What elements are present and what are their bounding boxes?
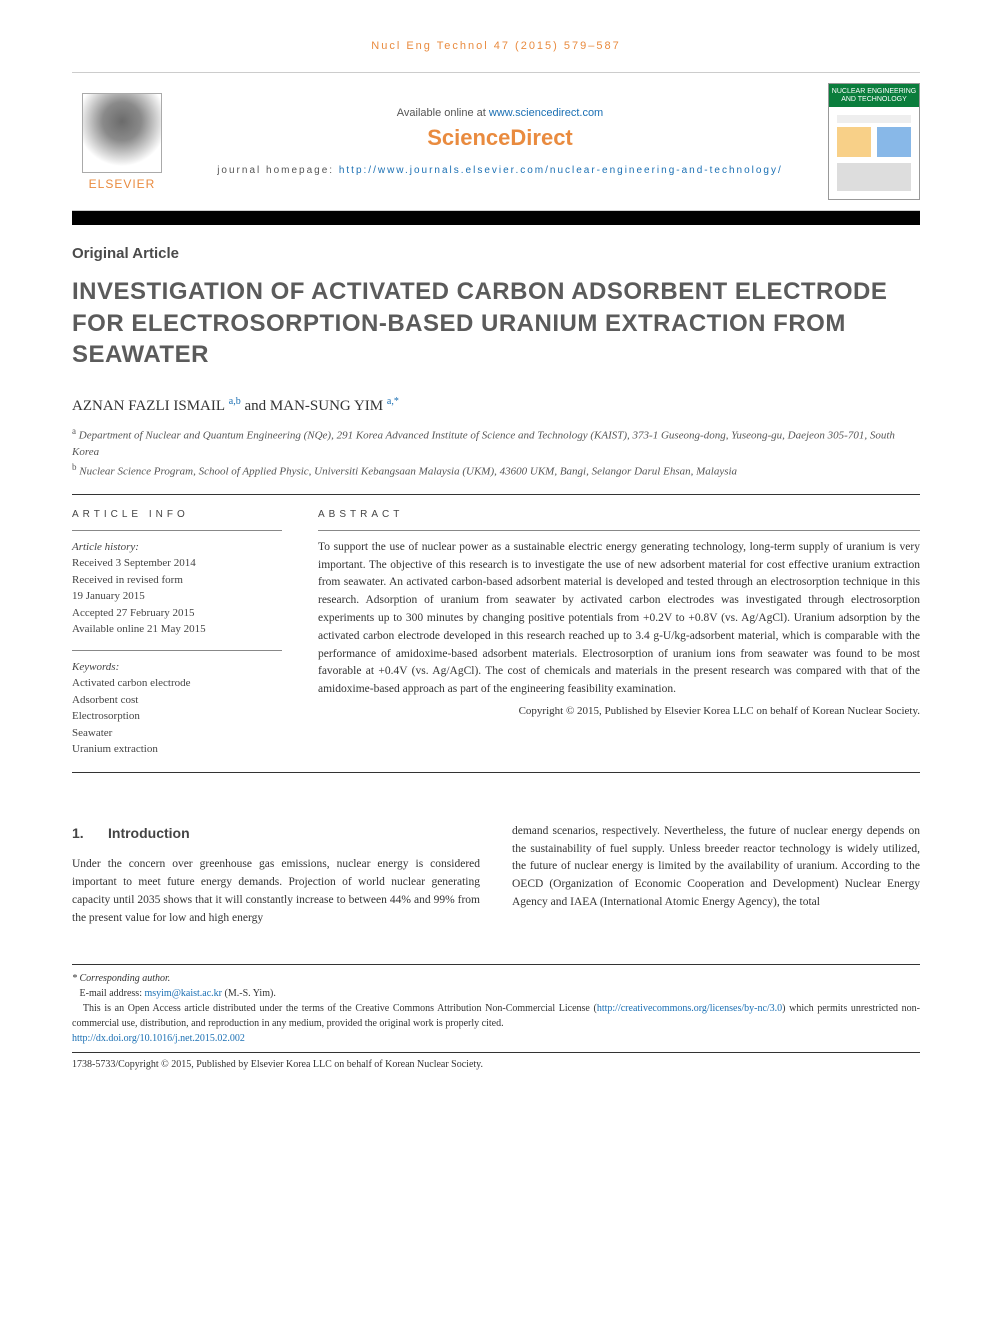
author-2-name: MAN-SUNG YIM bbox=[270, 398, 383, 414]
article-history: Article history: Received 3 September 20… bbox=[72, 530, 282, 638]
rule-below-abstract bbox=[72, 772, 920, 773]
article-info-col: ARTICLE INFO Article history: Received 3… bbox=[72, 509, 282, 758]
section-1-title: Introduction bbox=[108, 825, 190, 841]
rule-above-info bbox=[72, 494, 920, 495]
keywords-block: Keywords: Activated carbon electrode Ads… bbox=[72, 650, 282, 758]
corresponding-author: * Corresponding author. bbox=[72, 971, 920, 986]
journal-homepage-line: journal homepage: http://www.journals.el… bbox=[188, 165, 812, 176]
affiliations: a Department of Nuclear and Quantum Engi… bbox=[72, 425, 920, 480]
email-line: E-mail address: msyim@kaist.ac.kr (M.-S.… bbox=[72, 986, 920, 1001]
abstract-head: ABSTRACT bbox=[318, 509, 920, 520]
history-received: Received 3 September 2014 bbox=[72, 555, 282, 572]
paper-title: INVESTIGATION OF ACTIVATED CARBON ADSORB… bbox=[72, 276, 920, 370]
center-band: Available online at www.sciencedirect.co… bbox=[188, 83, 812, 200]
author-2-corr-star[interactable]: * bbox=[394, 396, 399, 407]
section-1-head: 1.Introduction bbox=[72, 823, 480, 845]
email-link[interactable]: msyim@kaist.ac.kr bbox=[144, 988, 222, 999]
author-1-affil-sup[interactable]: a,b bbox=[229, 396, 241, 407]
sciencedirect-link[interactable]: www.sciencedirect.com bbox=[489, 107, 603, 119]
authors-and: and bbox=[245, 398, 270, 414]
history-revised-1: Received in revised form bbox=[72, 572, 282, 589]
sciencedirect-logo: ScienceDirect bbox=[188, 125, 812, 151]
section-1-para-right: demand scenarios, respectively. Neverthe… bbox=[512, 823, 920, 912]
keyword-4: Seawater bbox=[72, 725, 282, 742]
body-two-col: 1.Introduction Under the concern over gr… bbox=[72, 823, 920, 928]
journal-cover-thumb: NUCLEAR ENGINEERING AND TECHNOLOGY bbox=[828, 83, 920, 200]
elsevier-tree-icon bbox=[82, 93, 162, 173]
keyword-5: Uranium extraction bbox=[72, 741, 282, 758]
article-info-head: ARTICLE INFO bbox=[72, 509, 282, 520]
info-abstract-row: ARTICLE INFO Article history: Received 3… bbox=[72, 509, 920, 758]
black-divider-bar bbox=[72, 211, 920, 225]
doi-link[interactable]: http://dx.doi.org/10.1016/j.net.2015.02.… bbox=[72, 1033, 245, 1044]
affil-a-text: Department of Nuclear and Quantum Engine… bbox=[72, 430, 895, 459]
rule-above-isbn bbox=[72, 1052, 920, 1053]
open-access-notice: This is an Open Access article distribut… bbox=[72, 1001, 920, 1031]
footnotes: * Corresponding author. E-mail address: … bbox=[72, 964, 920, 1072]
elsevier-wordmark: ELSEVIER bbox=[89, 177, 156, 191]
keyword-2: Adsorbent cost bbox=[72, 692, 282, 709]
isbn-copyright-line: 1738-5733/Copyright © 2015, Published by… bbox=[72, 1057, 920, 1072]
body-col-left: 1.Introduction Under the concern over gr… bbox=[72, 823, 480, 928]
history-revised-2: 19 January 2015 bbox=[72, 588, 282, 605]
homepage-prefix: journal homepage: bbox=[217, 165, 339, 176]
section-1-num: 1. bbox=[72, 823, 108, 845]
keyword-3: Electrosorption bbox=[72, 708, 282, 725]
author-2-affil-sup[interactable]: a, bbox=[387, 396, 394, 407]
cover-thumb-title: NUCLEAR ENGINEERING AND TECHNOLOGY bbox=[829, 84, 919, 107]
available-prefix: Available online at bbox=[397, 107, 489, 119]
corr-label: * Corresponding author. bbox=[72, 973, 170, 984]
abstract-copyright: Copyright © 2015, Published by Elsevier … bbox=[318, 705, 920, 717]
cc-license-link[interactable]: http://creativecommons.org/licenses/by-n… bbox=[597, 1003, 782, 1014]
author-list: AZNAN FAZLI ISMAIL a,b and MAN-SUNG YIM … bbox=[72, 396, 920, 415]
available-online-line: Available online at www.sciencedirect.co… bbox=[188, 107, 812, 119]
elsevier-logo-block: ELSEVIER bbox=[72, 83, 172, 200]
journal-homepage-link[interactable]: http://www.journals.elsevier.com/nuclear… bbox=[339, 165, 783, 176]
body-col-right: demand scenarios, respectively. Neverthe… bbox=[512, 823, 920, 928]
affiliation-a: a Department of Nuclear and Quantum Engi… bbox=[72, 425, 920, 461]
email-label: E-mail address: bbox=[80, 988, 145, 999]
abstract-text: To support the use of nuclear power as a… bbox=[318, 530, 920, 699]
affiliation-b: b Nuclear Science Program, School of App… bbox=[72, 461, 920, 480]
publisher-band: ELSEVIER Available online at www.science… bbox=[72, 72, 920, 211]
running-head: Nucl Eng Technol 47 (2015) 579–587 bbox=[72, 40, 920, 52]
history-accepted: Accepted 27 February 2015 bbox=[72, 605, 282, 622]
oa-text-1: This is an Open Access article distribut… bbox=[83, 1003, 597, 1014]
keywords-label: Keywords: bbox=[72, 659, 282, 676]
author-1-name: AZNAN FAZLI ISMAIL bbox=[72, 398, 225, 414]
cover-thumb-body bbox=[829, 107, 919, 199]
keyword-1: Activated carbon electrode bbox=[72, 675, 282, 692]
email-tail: (M.-S. Yim). bbox=[222, 988, 276, 999]
article-type: Original Article bbox=[72, 245, 920, 262]
section-1-para-left: Under the concern over greenhouse gas em… bbox=[72, 856, 480, 927]
affil-b-text: Nuclear Science Program, School of Appli… bbox=[77, 465, 738, 477]
abstract-col: ABSTRACT To support the use of nuclear p… bbox=[318, 509, 920, 758]
history-label: Article history: bbox=[72, 539, 282, 556]
history-online: Available online 21 May 2015 bbox=[72, 621, 282, 638]
